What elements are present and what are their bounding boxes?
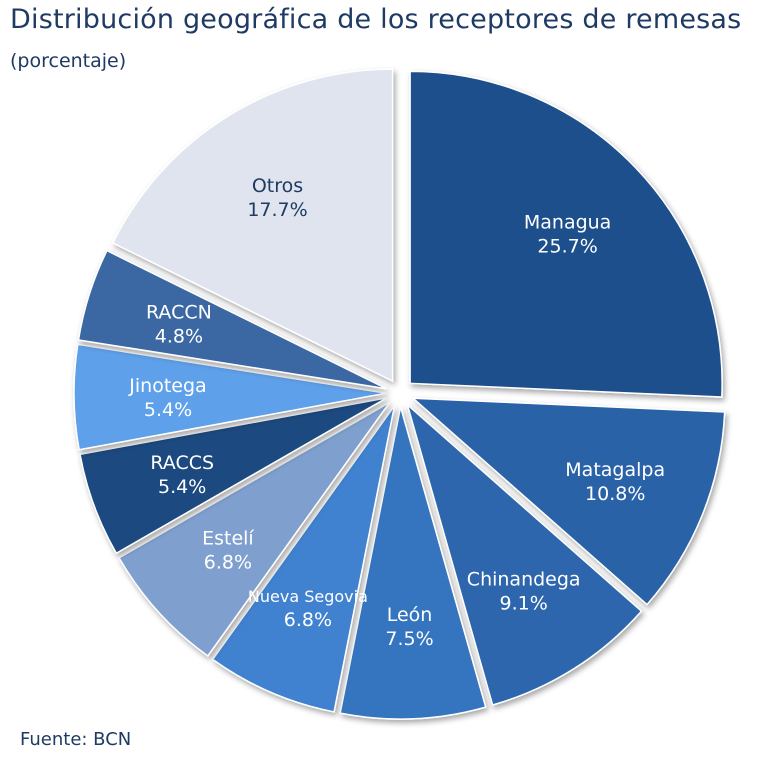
- slice-value-label: 5.4%: [144, 399, 192, 421]
- slice-label-raccn: RACCN 4.8%: [146, 302, 212, 348]
- slice-label-leon: León 7.5%: [385, 604, 433, 650]
- slice-value-label: 5.4%: [158, 476, 206, 498]
- slice-label-nueva-segovia: Nueva Segovia 6.8%: [248, 587, 368, 631]
- slice-category-label: Chinandega: [467, 568, 581, 590]
- slice-value-label: 9.1%: [500, 592, 548, 614]
- pie-slice-raccs: [79, 397, 388, 555]
- slice-value-label: 4.8%: [155, 326, 203, 348]
- slice-category-label: Managua: [524, 212, 611, 234]
- pie-slice-matagalpa: [410, 397, 726, 606]
- pie-slice-managua: [409, 70, 723, 398]
- pie-slice-otros: [111, 68, 394, 383]
- slice-category-label: Otros: [252, 175, 303, 197]
- slice-category-label: Nueva Segovia: [248, 587, 368, 606]
- pie-labels: Managua 25.7% Matagalpa 10.8% Chinandega 9.1%…: [128, 175, 665, 650]
- slice-category-label: Estelí: [202, 528, 254, 550]
- slice-label-matagalpa: Matagalpa 10.8%: [565, 459, 665, 505]
- slice-value-label: 25.7%: [537, 236, 597, 258]
- slice-value-label: 17.7%: [247, 199, 307, 221]
- slice-label-esteli: Estelí 6.8%: [202, 528, 254, 574]
- slice-label-jinotega: Jinotega 5.4%: [128, 375, 206, 421]
- pie-slices: [73, 68, 726, 720]
- pie-slice-chinandega: [406, 402, 643, 706]
- chart-subtitle: (porcentaje): [10, 50, 127, 72]
- pie-slice-jinotega: [73, 343, 387, 451]
- slice-category-label: RACCS: [150, 452, 214, 474]
- pie-slice-nueva-segovia: [211, 405, 396, 713]
- source-note: Fuente: BCN: [20, 729, 132, 750]
- slice-category-label: Jinotega: [128, 375, 206, 397]
- slice-value-label: 6.8%: [204, 552, 252, 574]
- pie-slice-esteli: [118, 401, 391, 657]
- slice-label-chinandega: Chinandega 9.1%: [467, 568, 581, 614]
- pie-slice-raccn: [77, 249, 387, 390]
- pie-slice-leon: [339, 406, 487, 720]
- slice-label-managua: Managua 25.7%: [524, 212, 611, 258]
- slice-value-label: 6.8%: [284, 609, 332, 631]
- slice-category-label: León: [387, 604, 433, 626]
- slice-value-label: 7.5%: [385, 628, 433, 650]
- slice-label-otros: Otros 17.7%: [247, 175, 307, 221]
- slice-category-label: RACCN: [146, 302, 212, 324]
- slice-value-label: 10.8%: [585, 483, 645, 505]
- slice-category-label: Matagalpa: [565, 459, 665, 481]
- chart-title: Distribución geográfica de los receptore…: [10, 4, 742, 35]
- slice-label-raccs: RACCS 5.4%: [150, 452, 214, 498]
